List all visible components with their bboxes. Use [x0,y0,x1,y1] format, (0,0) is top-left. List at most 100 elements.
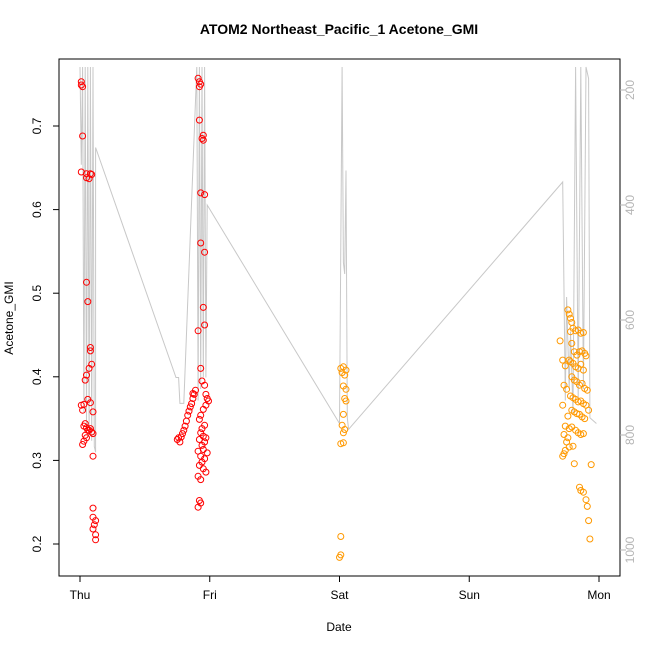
data-point [201,248,209,256]
data-point [587,461,595,469]
data-point [177,433,185,441]
data-point [583,502,591,510]
data-point [582,496,590,504]
data-point [197,189,205,197]
data-point [80,437,88,445]
y2-tick-label: 600 [623,310,637,330]
data-point [186,403,194,411]
data-point [559,452,567,460]
data-point [556,337,564,345]
y-tick-label: 0.2 [30,535,44,552]
data-point [184,411,192,419]
data-point [92,531,100,539]
data-point [585,406,593,414]
data-point [88,428,96,436]
data-point [568,339,576,347]
data-point [194,327,202,335]
data-point [199,405,207,413]
data-point [83,371,90,379]
data-point [86,347,94,355]
data-point [92,517,100,525]
data-point [188,400,196,408]
data-point [565,310,573,318]
data-point [85,364,93,372]
y-tick-label: 0.3 [30,452,44,469]
data-point [79,441,87,448]
data-point [198,135,206,142]
data-point [199,131,207,139]
data-point [86,399,94,407]
data-point [83,278,90,286]
data-point [583,386,591,394]
data-point [199,136,207,144]
y-axis-label: Acetone_GMI [2,281,16,354]
data-point [564,434,572,442]
data-point [86,344,94,351]
data-point [585,517,593,525]
data-point [565,443,573,451]
data-point [194,503,202,511]
data-point [559,401,567,409]
data-point [567,328,574,336]
y2-tick-label: 200 [623,80,637,100]
data-point [77,78,85,86]
data-point [579,430,587,438]
data-point [197,411,205,419]
data-point [567,314,574,322]
data-point [202,434,210,442]
data-point [202,390,210,398]
data-point [84,298,92,306]
data-points [77,74,595,561]
data-point [577,360,585,368]
data-point [202,468,210,476]
data-point [341,426,349,433]
data-point [179,430,186,438]
data-point [586,535,594,543]
x-tick-label: Sat [330,588,349,602]
data-point [570,460,578,468]
data-point [195,83,203,91]
data-point [560,431,568,438]
data-point [92,536,100,544]
data-point [564,306,572,314]
y2-tick-label: 1000 [623,536,637,563]
x-tick-label: Fri [203,588,217,602]
data-point [201,191,209,199]
data-point [579,329,587,336]
data-point [199,303,207,311]
data-point [201,321,209,329]
data-point [563,385,571,393]
data-point [189,390,197,397]
pressure-trace [79,66,597,453]
y-tick-label: 0.5 [30,285,44,302]
plot-frame [58,58,621,577]
y2-tick-label: 400 [623,195,637,215]
data-point [195,116,203,124]
data-point [197,364,205,372]
data-point [89,452,97,460]
data-point [201,381,209,389]
data-point [79,406,87,414]
data-point [195,461,203,469]
y-tick-label: 0.4 [30,368,44,385]
data-point [198,441,206,449]
data-point [337,533,345,540]
chart-title: ATOM2 Northeast_Pacific_1 Acetone_GMI [200,21,478,37]
data-point [89,525,97,533]
data-point [342,397,350,405]
data-point [339,410,347,418]
data-point [198,425,206,433]
data-point [582,352,590,360]
data-point [342,385,350,393]
data-point [576,483,583,491]
data-point [561,446,569,454]
data-point [569,442,577,450]
x-tick-label: Mon [587,588,610,602]
data-point [89,430,97,438]
y-tick-label: 0.7 [30,117,44,134]
data-point [579,366,587,374]
data-point [176,438,184,446]
x-tick-label: Thu [70,588,91,602]
data-point [89,504,97,512]
